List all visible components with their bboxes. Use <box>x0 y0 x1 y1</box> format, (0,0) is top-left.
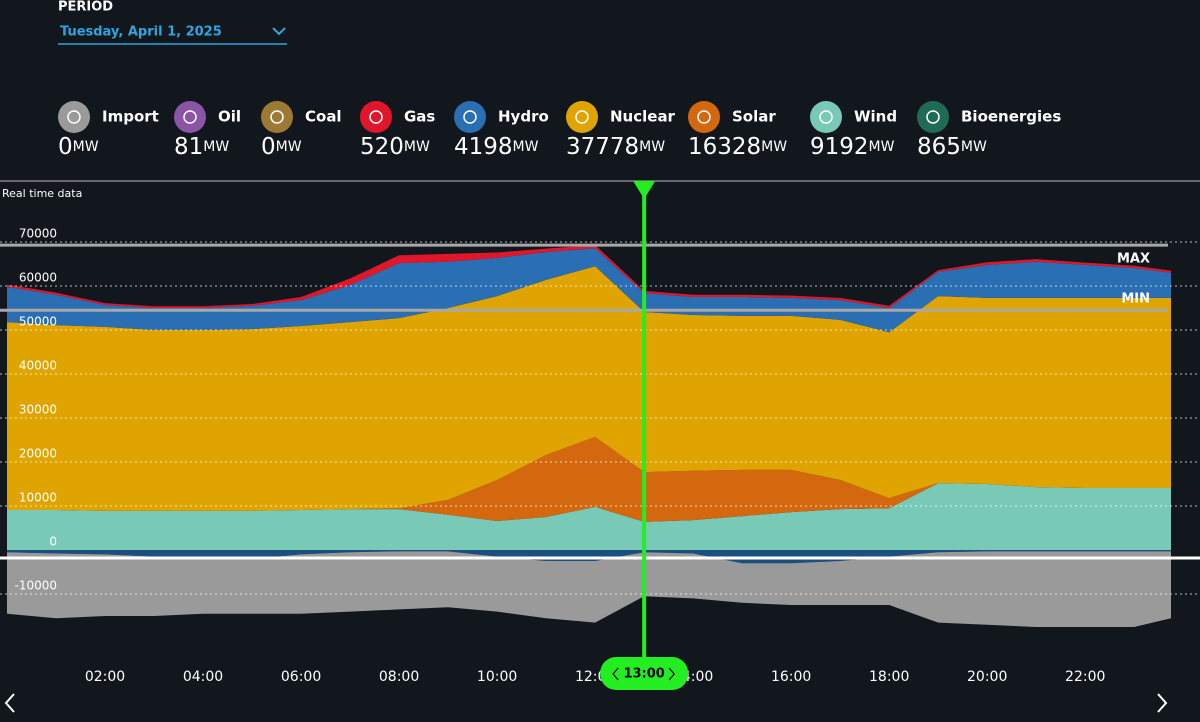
value: 16328 <box>688 134 761 160</box>
source-row: Import0MWOil81MWCoal0MWGas520MWHydro4198… <box>58 101 1061 160</box>
axes: -10000 0 10000 20000 30000 40000 50000 60000 700… <box>14 227 1150 686</box>
unit: MW <box>73 139 99 155</box>
source-icon <box>566 101 598 133</box>
source-value: 4198MW <box>454 134 539 160</box>
x-tick-label: 02:00 <box>85 669 125 685</box>
x-tick-label: 04:00 <box>183 669 223 685</box>
source-icon-glyph <box>575 110 589 124</box>
value: 865 <box>917 134 961 160</box>
x-tick-label: 18:00 <box>869 669 909 685</box>
unit: MW <box>276 139 302 155</box>
source-icon <box>58 101 90 133</box>
source-value: 81MW <box>174 134 229 160</box>
value: 9192 <box>810 134 869 160</box>
source-name: Import <box>102 108 159 126</box>
source-value: 0MW <box>58 134 99 160</box>
source-name: Oil <box>218 108 241 126</box>
areas <box>7 245 1171 627</box>
value: 4198 <box>454 134 513 160</box>
x-tick-label: 08:00 <box>379 669 419 685</box>
source-value: 0MW <box>261 134 302 160</box>
area <box>7 483 1171 550</box>
cursor-left <box>612 667 619 681</box>
grid <box>0 241 1200 595</box>
cursor-head <box>633 181 656 199</box>
source-icon <box>261 101 293 133</box>
source-icon-glyph <box>463 110 477 124</box>
source-name: Wind <box>854 108 897 126</box>
x-tick-label: 20:00 <box>967 669 1007 685</box>
value: 0 <box>261 134 276 160</box>
y-tick-label: 50000 <box>19 315 57 329</box>
source-value: 9192MW <box>810 134 895 160</box>
unit: MW <box>961 139 987 155</box>
source-value: 865MW <box>917 134 987 160</box>
chart-title: Real time data <box>2 187 82 200</box>
cursor-label: 13:00 <box>623 667 664 682</box>
source-icon-glyph <box>697 110 711 124</box>
source-icon <box>810 101 842 133</box>
cursor: 13:00 <box>600 181 689 690</box>
next-day[interactable] <box>1157 693 1168 713</box>
unit: MW <box>761 139 787 155</box>
unit: MW <box>513 139 539 155</box>
unit: MW <box>404 139 430 155</box>
cursor-right <box>668 667 675 681</box>
period-label: PERIOD <box>58 0 113 15</box>
source-icon <box>454 101 486 133</box>
y-tick-label: -10000 <box>14 579 57 593</box>
cursor-pill[interactable] <box>600 657 689 690</box>
area <box>7 551 1171 627</box>
source-name: Hydro <box>498 108 549 126</box>
x-tick-label: 16:00 <box>771 669 811 685</box>
x-tick-label: 22:00 <box>1065 669 1105 685</box>
dropdown-chevron[interactable] <box>272 27 286 36</box>
y-tick-label: 0 <box>49 535 57 549</box>
source-name: Gas <box>404 108 435 126</box>
value: 81 <box>174 134 203 160</box>
source-icon <box>360 101 392 133</box>
source-icon-glyph <box>270 110 284 124</box>
source-icon-glyph <box>819 110 833 124</box>
y-tick-label: 20000 <box>19 447 57 461</box>
x-tick-label: 06:00 <box>281 669 321 685</box>
source-icon-glyph <box>67 110 81 124</box>
unit: MW <box>203 139 229 155</box>
x-tick-label: 10:00 <box>477 669 517 685</box>
value: 520 <box>360 134 404 160</box>
date-select[interactable]: Tuesday, April 1, 2025 <box>60 25 222 40</box>
area <box>7 436 1171 522</box>
prev-day[interactable] <box>4 693 15 713</box>
y-tick-label: 30000 <box>19 403 57 417</box>
y-tick-label: 60000 <box>19 271 57 285</box>
source-icon-glyph <box>183 110 197 124</box>
source-value: 37778MW <box>566 134 665 160</box>
y-tick-label: 40000 <box>19 359 57 373</box>
source-icon <box>174 101 206 133</box>
value: 0 <box>58 134 73 160</box>
unit: MW <box>639 139 665 155</box>
source-name: Coal <box>305 108 342 126</box>
y-tick-label: 70000 <box>19 227 57 241</box>
source-value: 16328MW <box>688 134 787 160</box>
source-value: 520MW <box>360 134 430 160</box>
min-line-label: MIN <box>1121 292 1150 307</box>
area <box>7 266 1171 511</box>
source-icon <box>688 101 720 133</box>
source-name: Nuclear <box>610 108 676 126</box>
y-tick-label: 10000 <box>19 491 57 505</box>
value: 37778 <box>566 134 639 160</box>
max-line-label: MAX <box>1117 252 1150 267</box>
source-name: Solar <box>732 108 776 126</box>
source-icon <box>917 101 949 133</box>
source-icon-glyph <box>369 110 383 124</box>
source-name: Bioenergies <box>961 108 1061 126</box>
unit: MW <box>869 139 895 155</box>
source-icon-glyph <box>926 110 940 124</box>
